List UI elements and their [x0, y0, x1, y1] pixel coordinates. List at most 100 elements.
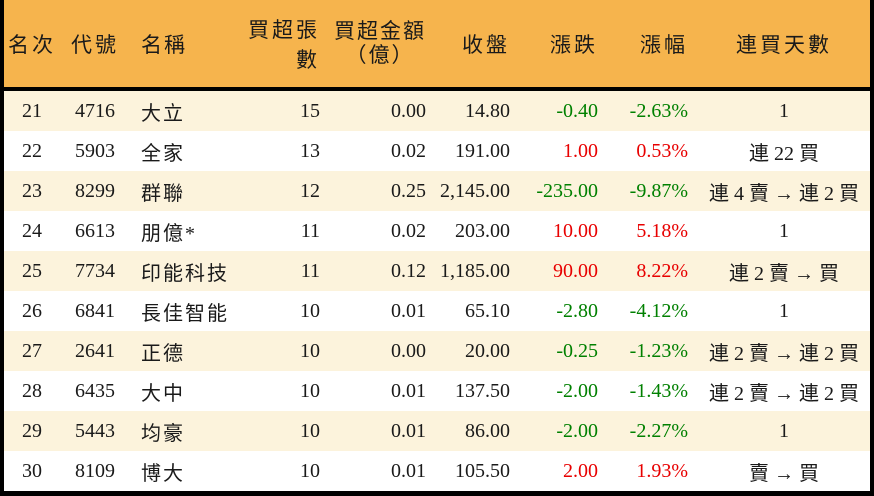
- cell-change: 1.00: [563, 139, 598, 162]
- cell-rank: 23: [22, 179, 42, 202]
- cell-change: -235.00: [536, 179, 598, 202]
- cell-close: 20.00: [465, 339, 510, 362]
- column-header-change-pct: 漲幅: [608, 0, 698, 91]
- cell-close: 1,185.00: [440, 259, 510, 282]
- table-row: 29 5443 均豪 10 0.01 86.00 -2.00 -2.27% 1: [4, 411, 870, 451]
- cell-name: 大立: [141, 102, 185, 125]
- cell-rank: 27: [22, 339, 42, 362]
- cell-amount: 0.01: [391, 379, 426, 402]
- cell-lots: 12: [300, 179, 320, 202]
- cell-code: 8109: [75, 459, 115, 482]
- cell-change: 2.00: [563, 459, 598, 482]
- cell-lots: 10: [300, 339, 320, 362]
- cell-change_pct: -1.23%: [629, 339, 688, 362]
- cell-amount: 0.01: [391, 459, 426, 482]
- cell-amount: 0.01: [391, 419, 426, 442]
- column-header-amount: 買超金額 （億）: [330, 0, 436, 91]
- cell-close: 137.50: [455, 379, 510, 402]
- cell-amount: 0.25: [391, 179, 426, 202]
- cell-name: 群聯: [141, 182, 185, 205]
- cell-change: -0.40: [556, 99, 598, 122]
- cell-lots: 10: [300, 419, 320, 442]
- cell-amount: 0.01: [391, 299, 426, 322]
- table-row: 23 8299 群聯 12 0.25 2,145.00 -235.00 -9.87% 連 4 賣…: [4, 171, 870, 211]
- cell-change_pct: -1.43%: [629, 379, 688, 402]
- cell-name: 大中: [141, 382, 185, 405]
- column-header-rank: 名次: [4, 0, 60, 91]
- cell-streak: 連 4 賣 → 連 2 買: [709, 182, 859, 205]
- cell-rank: 21: [22, 99, 42, 122]
- table-row: 21 4716 大立 15 0.00 14.80 -0.40 -2.63% 1: [4, 89, 870, 131]
- cell-lots: 11: [300, 219, 320, 242]
- cell-close: 65.10: [465, 299, 510, 322]
- cell-lots: 10: [300, 379, 320, 402]
- cell-name: 長佳智能: [141, 302, 229, 325]
- cell-code: 6841: [75, 299, 115, 322]
- column-header-lots: 買超張數: [235, 0, 330, 91]
- cell-lots: 10: [300, 459, 320, 482]
- cell-streak: 賣 → 買: [749, 462, 819, 485]
- cell-lots: 11: [300, 259, 320, 282]
- cell-change: -2.00: [556, 379, 598, 402]
- cell-amount: 0.00: [391, 99, 426, 122]
- table-row: 30 8109 博大 10 0.01 105.50 2.00 1.93% 賣 → 買: [4, 451, 870, 491]
- cell-rank: 22: [22, 139, 42, 162]
- cell-code: 7734: [75, 259, 115, 282]
- cell-close: 203.00: [455, 219, 510, 242]
- cell-change_pct: -2.27%: [629, 419, 688, 442]
- cell-rank: 24: [22, 219, 42, 242]
- cell-code: 6613: [75, 219, 115, 242]
- cell-code: 8299: [75, 179, 115, 202]
- table-row: 27 2641 正德 10 0.00 20.00 -0.25 -1.23% 連 2 賣 → 連 …: [4, 331, 870, 371]
- cell-close: 14.80: [465, 99, 510, 122]
- cell-change_pct: -9.87%: [629, 179, 688, 202]
- cell-change_pct: 0.53%: [636, 139, 688, 162]
- cell-name: 正德: [141, 342, 185, 365]
- cell-streak: 1: [779, 419, 789, 442]
- cell-streak: 連 2 賣 → 連 2 買: [709, 342, 859, 365]
- cell-streak: 連 2 賣 → 連 2 買: [709, 382, 859, 405]
- cell-code: 4716: [75, 99, 115, 122]
- cell-change_pct: 5.18%: [636, 219, 688, 242]
- cell-close: 86.00: [465, 419, 510, 442]
- cell-rank: 30: [22, 459, 42, 482]
- cell-amount: 0.00: [391, 339, 426, 362]
- cell-streak: 1: [779, 99, 789, 122]
- cell-name: 全家: [141, 142, 185, 165]
- stock-net-buy-table: 名次 代號 名稱 買超張數 買超金額 （億） 收盤 漲跌 漲幅 連買天數 21 47…: [4, 0, 870, 491]
- table-row: 25 7734 印能科技 11 0.12 1,185.00 90.00 8.22% 連 2 賣 …: [4, 251, 870, 291]
- cell-change_pct: -4.12%: [629, 299, 688, 322]
- cell-lots: 10: [300, 299, 320, 322]
- table-body: 21 4716 大立 15 0.00 14.80 -0.40 -2.63% 1 22 5903 全家 1…: [4, 89, 870, 491]
- table-row: 26 6841 長佳智能 10 0.01 65.10 -2.80 -4.12% 1: [4, 291, 870, 331]
- cell-close: 191.00: [455, 139, 510, 162]
- cell-streak: 1: [779, 299, 789, 322]
- table-header: 名次 代號 名稱 買超張數 買超金額 （億） 收盤 漲跌 漲幅 連買天數: [4, 0, 870, 91]
- table-row: 22 5903 全家 13 0.02 191.00 1.00 0.53% 連 22 買: [4, 131, 870, 171]
- cell-streak: 連 2 賣 → 買: [729, 262, 839, 285]
- cell-amount: 0.12: [391, 259, 426, 282]
- cell-streak: 1: [779, 219, 789, 242]
- cell-amount: 0.02: [391, 219, 426, 242]
- cell-code: 5903: [75, 139, 115, 162]
- column-header-close: 收盤: [436, 0, 520, 91]
- cell-name: 均豪: [141, 422, 185, 445]
- cell-lots: 15: [300, 99, 320, 122]
- cell-rank: 25: [22, 259, 42, 282]
- cell-amount: 0.02: [391, 139, 426, 162]
- cell-close: 105.50: [455, 459, 510, 482]
- cell-rank: 29: [22, 419, 42, 442]
- cell-change: -2.00: [556, 419, 598, 442]
- cell-name: 博大: [141, 462, 185, 485]
- cell-change_pct: 1.93%: [636, 459, 688, 482]
- column-header-change: 漲跌: [520, 0, 608, 91]
- cell-name: 朋億*: [141, 222, 197, 245]
- column-header-amount-label: 買超金額 （億）: [334, 18, 426, 68]
- cell-close: 2,145.00: [440, 179, 510, 202]
- cell-change_pct: 8.22%: [636, 259, 688, 282]
- cell-rank: 28: [22, 379, 42, 402]
- column-header-name: 名稱: [130, 0, 235, 91]
- cell-rank: 26: [22, 299, 42, 322]
- cell-lots: 13: [300, 139, 320, 162]
